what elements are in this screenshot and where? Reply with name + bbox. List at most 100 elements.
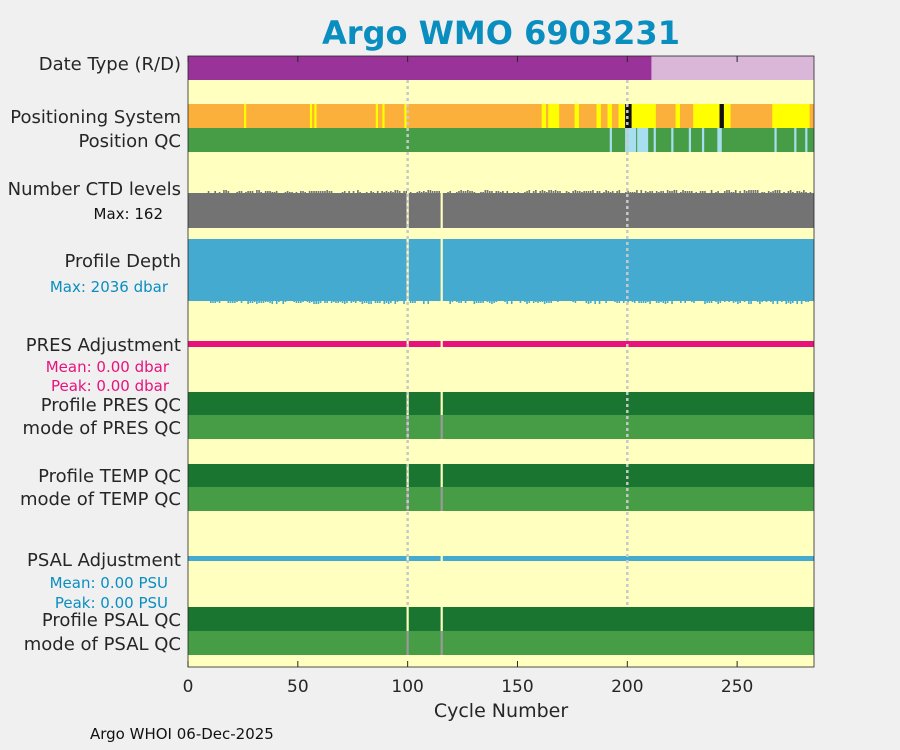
plot-background: [188, 56, 814, 667]
profile-depth-tick: [379, 301, 381, 303]
positioning-system-segment-15: [693, 104, 720, 128]
profile-depth-tick: [387, 301, 390, 304]
ctd-levels-tick: [660, 191, 662, 193]
ctd-levels-tick: [308, 191, 311, 193]
ctd-levels-tick: [398, 191, 401, 193]
profile-depth-tick: [616, 301, 618, 303]
ctd-levels-tick: [704, 191, 706, 193]
profile-depth-tick: [330, 301, 333, 303]
profile-depth-tick: [647, 301, 649, 302]
profile-depth-tick: [491, 301, 493, 304]
ctd-levels-tick: [528, 190, 531, 193]
ctd-levels-tick: [497, 191, 500, 193]
ctd-levels-tick: [603, 192, 605, 193]
profile-depth-tick: [341, 301, 344, 303]
profile-depth-tick: [326, 301, 328, 303]
ctd-levels-tick: [256, 190, 258, 193]
ctd-levels-tick: [247, 191, 249, 193]
ctd-levels-tick: [466, 190, 469, 193]
position-qc-segment-6: [688, 128, 691, 152]
profile-depth-tick: [335, 301, 337, 303]
x-tick-label-4: 200: [611, 677, 643, 697]
ctd-levels-tick: [251, 191, 254, 193]
ctd-levels-tick: [532, 191, 535, 193]
ctd-levels-tick: [686, 191, 689, 193]
profile-psal-qc-label: Profile PSAL QC: [42, 610, 181, 631]
profile-depth-tick: [319, 301, 322, 303]
ctd-levels-tick: [328, 191, 331, 193]
profile-depth-tick: [284, 301, 287, 302]
ctd-levels-tick: [809, 192, 812, 193]
mode-psal-qc-label: mode of PSAL QC: [24, 634, 181, 655]
profile-depth-tick: [396, 301, 399, 302]
ctd-levels-tick: [543, 191, 546, 193]
ctd-levels-tick: [671, 191, 673, 193]
profile-depth-max-label: Max: 2036 dbar: [50, 278, 169, 296]
profile-pres-qc-label: Profile PRES QC: [41, 395, 181, 416]
positioning-system-segment-8: [574, 104, 579, 128]
ctd-levels-tick: [548, 190, 550, 193]
profile-depth-tick: [260, 301, 263, 303]
ctd-levels-max-label: Max: 162: [94, 205, 163, 223]
ctd-levels-tick: [618, 190, 621, 193]
mode-pres-qc-label: mode of PRES QC: [23, 418, 181, 439]
profile-depth-tick: [792, 301, 794, 303]
profile-depth-tick: [412, 301, 414, 303]
ctd-levels-tick: [583, 191, 585, 193]
profile-depth-tick: [403, 301, 405, 304]
profile-depth-tick: [539, 301, 542, 302]
ctd-levels-tick: [214, 191, 216, 193]
profile-depth-tick: [302, 301, 304, 302]
profile-psal-qc-gap-1: [440, 607, 443, 631]
ctd-levels-tick: [695, 192, 697, 193]
date-type-segment-0: [188, 56, 652, 80]
profile-depth-tick: [719, 301, 722, 303]
ctd-levels-tick: [469, 191, 471, 193]
profile-depth-tick: [256, 301, 258, 304]
positioning-system-segment-6: [541, 104, 547, 128]
ctd-levels-tick: [385, 191, 388, 193]
profile-psal-qc-bar: [188, 607, 814, 631]
profile-depth-tick: [723, 301, 726, 302]
profile-depth-tick: [423, 301, 425, 304]
ctd-levels-tick: [680, 192, 682, 193]
ctd-levels-tick: [673, 190, 676, 193]
mode-temp-qc-bar: [188, 487, 814, 511]
ctd-levels-tick: [291, 192, 293, 193]
ctd-levels-tick: [715, 192, 717, 193]
profile-depth-tick: [776, 301, 779, 304]
ctd-levels-tick: [745, 191, 748, 193]
ctd-levels-tick: [311, 191, 313, 193]
mode-psal-qc-gap-0: [406, 631, 409, 655]
positioning-system-segment-7: [548, 104, 560, 128]
profile-depth-tick: [589, 301, 592, 303]
profile-depth-tick: [269, 301, 271, 303]
positioning-system-segment-9: [596, 104, 601, 128]
ctd-levels-tick: [458, 191, 460, 193]
profile-depth-tick: [644, 301, 647, 303]
ctd-levels-tick: [655, 191, 658, 193]
pres-adjustment-line-segment-1: [408, 341, 441, 347]
ctd-levels-tick: [471, 191, 473, 193]
ctd-levels-tick: [605, 190, 607, 193]
positioning-system-segment-13: [631, 104, 656, 128]
profile-depth-tick: [482, 301, 484, 303]
ctd-levels-tick: [491, 191, 493, 193]
profile-depth-tick: [519, 301, 522, 303]
ctd-levels-tick: [267, 191, 269, 193]
ctd-levels-tick: [436, 191, 438, 193]
profile-depth-tick: [708, 301, 711, 303]
ctd-levels-tick: [236, 192, 238, 193]
profile-depth-tick: [664, 301, 667, 304]
profile-depth-tick: [480, 301, 482, 303]
profile-depth-tick: [796, 301, 799, 304]
profile-depth-tick: [271, 301, 274, 304]
ctd-levels-tick: [772, 191, 774, 193]
ctd-levels-tick: [484, 190, 487, 193]
ctd-levels-bar-segment-1: [408, 193, 441, 228]
x-tick-label-5: 250: [721, 677, 753, 697]
ctd-levels-tick: [499, 192, 502, 193]
position-qc-segment-9: [774, 128, 777, 152]
positioning-system-segment-4: [382, 104, 385, 128]
profile-depth-tick: [800, 301, 803, 304]
